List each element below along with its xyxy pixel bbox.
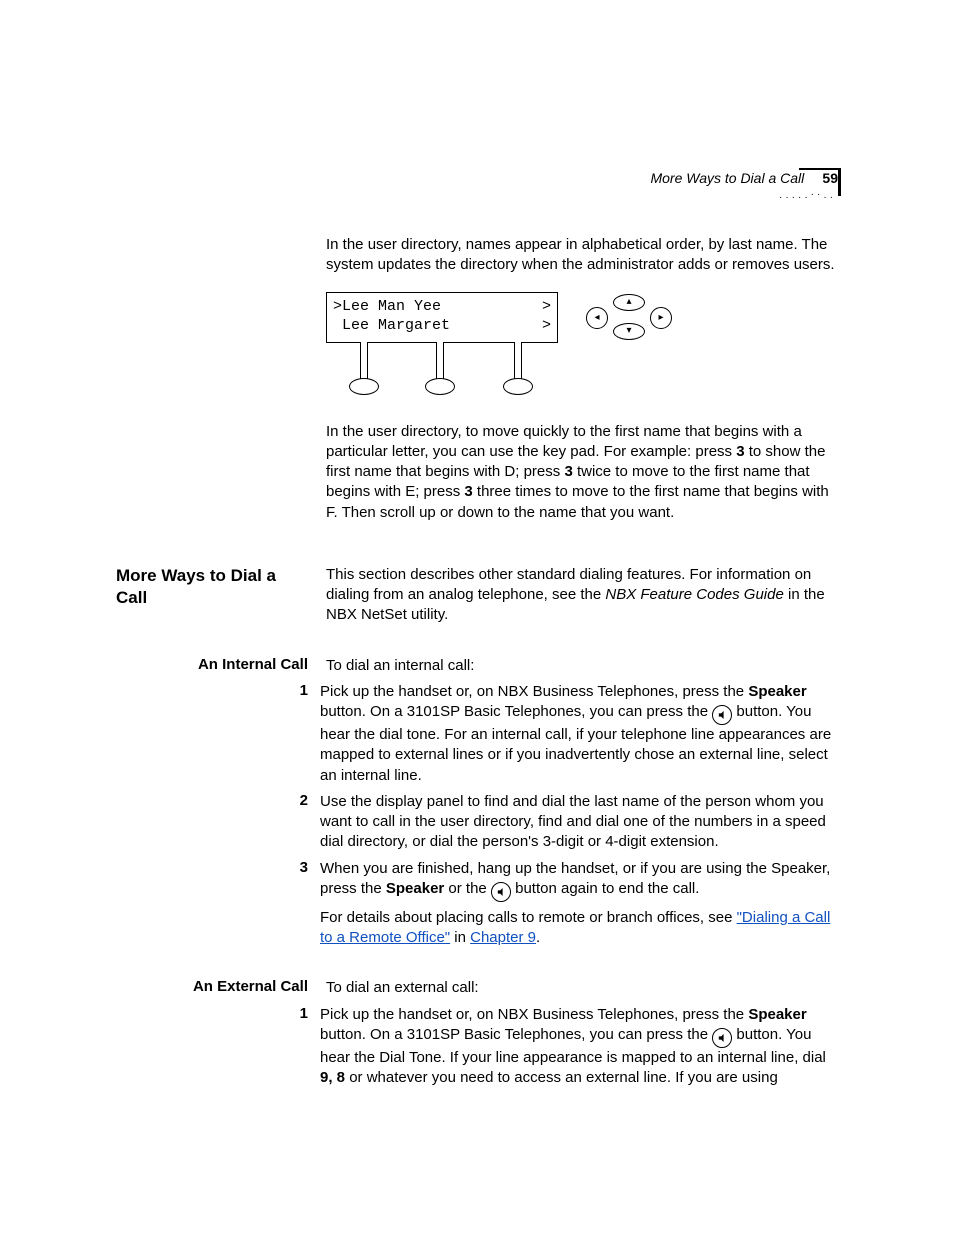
dpad-left-icon: ◂ xyxy=(586,307,608,329)
dpad-down-icon: ▾ xyxy=(613,323,645,340)
intro-paragraph: In the user directory, names appear in a… xyxy=(326,235,838,276)
external-lead: To dial an external call: xyxy=(326,978,838,998)
internal-step-3: When you are finished, hang up the hands… xyxy=(320,859,838,902)
lcd-row1-arrow: > xyxy=(542,297,551,317)
internal-lead: To dial an internal call: xyxy=(326,656,838,676)
page-number: 59 xyxy=(822,170,838,186)
lcd-row2-name: Lee Margaret xyxy=(342,317,450,334)
softkeys xyxy=(326,342,556,398)
running-header: More Ways to Dial a Call 59 xyxy=(650,170,838,187)
step-number: 1 xyxy=(300,1005,308,1022)
step-number: 3 xyxy=(300,859,308,876)
lcd-row1-name: Lee Man Yee xyxy=(342,298,441,315)
internal-step-2: Use the display panel to find and dial t… xyxy=(320,792,838,853)
speaker-icon xyxy=(712,1028,732,1048)
directory-figure: >Lee Man Yee > Lee Margaret > xyxy=(326,292,838,398)
lcd-cursor: > xyxy=(333,298,342,315)
dpad-up-icon: ▴ xyxy=(613,294,645,311)
softkey-2 xyxy=(425,378,455,395)
header-dots-decoration: ········· xyxy=(779,192,836,203)
speaker-icon xyxy=(712,705,732,725)
more-ways-paragraph: This section describes other standard di… xyxy=(326,565,838,626)
step-number: 2 xyxy=(300,792,308,809)
link-chapter-9[interactable]: Chapter 9 xyxy=(470,929,536,946)
lcd-row2-arrow: > xyxy=(542,316,551,336)
subheading-external-call: An External Call xyxy=(193,978,308,995)
step-number: 1 xyxy=(300,682,308,699)
softkey-3 xyxy=(503,378,533,395)
speaker-icon xyxy=(491,882,511,902)
running-title: More Ways to Dial a Call xyxy=(650,170,804,186)
lcd-screen: >Lee Man Yee > Lee Margaret > xyxy=(326,292,558,343)
keypad-tip-paragraph: In the user directory, to move quickly t… xyxy=(326,422,838,523)
header-rule-vertical xyxy=(838,168,841,196)
dpad: ◂ ▸ ▴ ▾ xyxy=(586,294,672,340)
internal-step-1: Pick up the handset or, on NBX Business … xyxy=(320,682,838,786)
softkey-1 xyxy=(349,378,379,395)
section-heading-more-ways: More Ways to Dial a Call xyxy=(116,565,308,609)
internal-tail: For details about placing calls to remot… xyxy=(320,908,838,949)
external-step-1: Pick up the handset or, on NBX Business … xyxy=(320,1005,838,1089)
subheading-internal-call: An Internal Call xyxy=(198,656,308,673)
dpad-right-icon: ▸ xyxy=(650,307,672,329)
